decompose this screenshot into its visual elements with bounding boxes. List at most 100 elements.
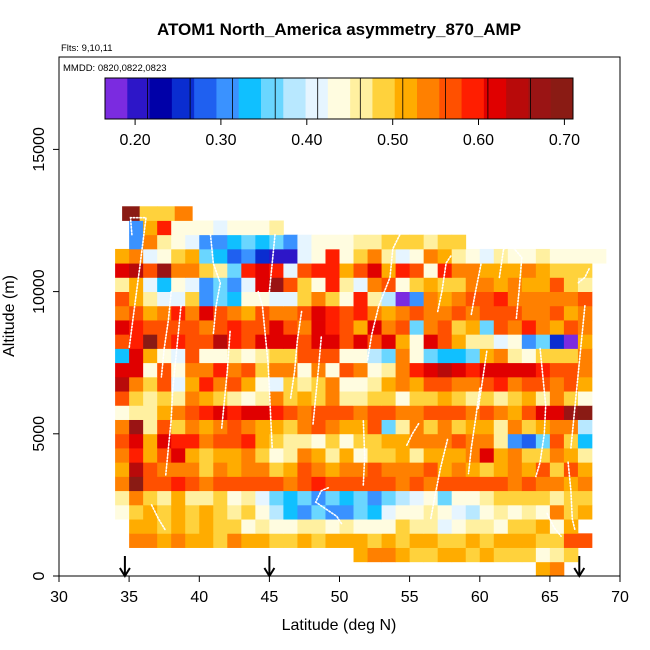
heatmap-cell [157, 476, 172, 492]
heatmap-cell [199, 248, 214, 264]
heatmap-cell [493, 248, 509, 264]
colorbar-swatch [417, 78, 440, 119]
heatmap-cell [115, 391, 130, 406]
heatmap-cell [129, 391, 144, 406]
heatmap-cell [451, 234, 467, 250]
heatmap-cell [241, 248, 256, 264]
heatmap-cell [255, 305, 270, 321]
heatmap-cell [283, 263, 298, 278]
heatmap-cell [521, 490, 537, 506]
heatmap-cell [311, 334, 326, 349]
heatmap-cell [381, 504, 396, 520]
heatmap-cell [577, 305, 593, 321]
colorbar-swatch [483, 78, 507, 119]
heatmap-cell [353, 476, 368, 492]
heatmap-cell [451, 448, 467, 463]
heatmap-cell [493, 519, 509, 534]
heatmap-cell [311, 305, 326, 321]
heatmap-cell [535, 291, 551, 307]
heatmap-cell [227, 533, 242, 548]
heatmap-cell [143, 263, 158, 278]
x-tick-label: 50 [331, 589, 349, 606]
heatmap-cell [157, 391, 172, 406]
heatmap-cell [241, 533, 256, 548]
heatmap-cell [157, 248, 172, 264]
heatmap-cell [339, 234, 354, 250]
heatmap-cell [465, 476, 481, 492]
heatmap-cell [129, 405, 144, 420]
colorbar-tick-label: 0.30 [205, 132, 236, 149]
heatmap-cell [465, 263, 481, 278]
heatmap-cell [339, 277, 354, 292]
heatmap-cell [479, 362, 495, 378]
heatmap-cell [451, 419, 467, 435]
heatmap-cell [451, 547, 467, 563]
heatmap-cell [521, 419, 537, 435]
heatmap-cell [255, 220, 270, 236]
heatmap-cell [213, 291, 228, 307]
heatmap-cell [283, 519, 298, 534]
heatmap-cell [129, 476, 144, 492]
heatmap-cell [563, 248, 579, 264]
heatmap-cell [549, 277, 565, 292]
heatmap-cell [339, 433, 354, 449]
heatmap-cell [297, 519, 312, 534]
heatmap-cell [269, 376, 284, 392]
heatmap-cell [409, 277, 425, 292]
heatmap-cell [591, 248, 607, 264]
heatmap-cell [311, 263, 326, 278]
y-axis-label: Altitude (m) [1, 275, 18, 357]
heatmap-cell [269, 476, 284, 492]
heatmap-cell [479, 490, 495, 506]
heatmap-cell [395, 433, 411, 449]
heatmap-cell [213, 248, 228, 264]
heatmap-cell [367, 277, 382, 292]
heatmap-cell [395, 334, 411, 349]
heatmap-cell [367, 533, 382, 548]
heatmap-cell [437, 448, 453, 463]
heatmap-cell [129, 490, 144, 506]
heatmap-cell [577, 348, 593, 364]
heatmap-cell [199, 448, 214, 463]
heatmap-cell [143, 433, 158, 449]
heatmap-cell [395, 476, 411, 492]
flight-track-segment [498, 245, 523, 321]
heatmap-cell [129, 263, 144, 278]
heatmap-cell [241, 362, 256, 378]
heatmap-cell [493, 291, 509, 307]
heatmap-cell [423, 476, 439, 492]
heatmap-cell [269, 519, 284, 534]
heatmap-cell [451, 248, 467, 264]
heatmap-cell [381, 433, 396, 449]
heatmap-cell [507, 291, 523, 307]
heatmap-cell [339, 320, 354, 335]
heatmap-cell [367, 433, 382, 449]
heatmap-cell [283, 504, 298, 520]
heatmap-cell [465, 248, 481, 264]
heatmap-cell [213, 533, 228, 548]
heatmap-cell [521, 305, 537, 321]
heatmap-cell [157, 504, 172, 520]
heatmap-cell [507, 519, 523, 534]
heatmap-cell [423, 305, 439, 321]
x-tick-label: 65 [541, 589, 559, 606]
heatmap-cell [129, 291, 144, 307]
heatmap-cell [115, 504, 130, 520]
heatmap-cell [171, 348, 186, 364]
heatmap-cell [157, 448, 172, 463]
heatmap-cell [353, 320, 368, 335]
heatmap-cell [269, 448, 284, 463]
heatmap-cell [269, 533, 284, 548]
heatmap-cell [381, 320, 396, 335]
heatmap-cell [115, 291, 130, 307]
heatmap-cell [479, 547, 495, 563]
flight-track-segment [257, 290, 274, 449]
heatmap-cell [549, 248, 565, 264]
heatmap-cell [577, 490, 593, 506]
heatmap-cell [325, 291, 340, 307]
heatmap-cell [493, 305, 509, 321]
heatmap-cell [437, 334, 453, 349]
heatmap-cell [325, 533, 340, 548]
heatmap-cell [423, 234, 439, 250]
